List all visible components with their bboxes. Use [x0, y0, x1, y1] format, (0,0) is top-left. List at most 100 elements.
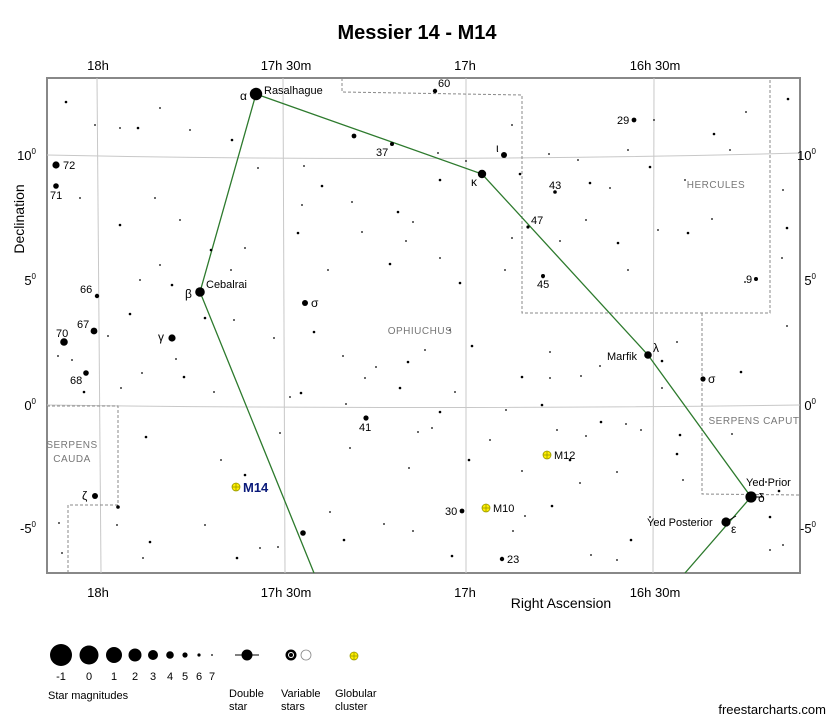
y-axis-label: Declination: [11, 184, 27, 253]
star: [179, 219, 181, 221]
star: [349, 447, 351, 449]
star: [312, 330, 316, 334]
star: [512, 530, 514, 532]
star: [364, 377, 366, 379]
star: [279, 432, 281, 434]
star: [511, 124, 513, 126]
star: [675, 452, 679, 456]
star: [549, 351, 551, 353]
star: [653, 119, 655, 121]
star: [141, 372, 143, 374]
legend-magnitude-7: [197, 653, 201, 657]
star: [661, 387, 663, 389]
legend-magnitude-2: [106, 647, 122, 663]
star: [244, 247, 246, 249]
legend-magnitude-1: [79, 645, 99, 665]
legend-variable-star-faint-icon: [300, 649, 312, 661]
plot-area: Rasalhague α Cebalrai β Marfik λ Yed Prior δ Yed…: [46, 77, 801, 574]
legend-magnitude-6: [182, 652, 188, 658]
legend-variable-stars-label: stars: [281, 701, 305, 713]
star-label-zeta: ζ: [82, 489, 88, 503]
star: [686, 231, 690, 235]
star: [116, 524, 118, 526]
star: [711, 218, 713, 220]
star: [450, 554, 454, 558]
star-n30: [459, 508, 465, 514]
star: [739, 370, 743, 374]
legend-magnitude-5: [166, 651, 174, 659]
star: [94, 124, 96, 126]
star: [682, 479, 684, 481]
legend-magnitude-label: 2: [132, 671, 138, 683]
cluster-m12-icon: [542, 450, 552, 460]
star: [320, 184, 324, 188]
star-label-alpha: α: [240, 89, 247, 103]
star: [540, 403, 544, 407]
star: [568, 458, 572, 462]
constellation-boundary: [47, 405, 119, 573]
named-stars: [52, 87, 764, 562]
grid-line: [47, 152, 800, 160]
star: [57, 355, 59, 357]
constellation-names: OPHIUCHUS HERCULES SERPENS CAPUT SERPENS CAU…: [46, 180, 799, 465]
star: [580, 375, 582, 377]
star: [406, 360, 410, 364]
star: [649, 516, 651, 518]
star-labels: Rasalhague α Cebalrai β Marfik λ Yed Prior δ Yed…: [50, 78, 791, 566]
cluster-m10-icon: [481, 503, 491, 513]
star: [327, 269, 329, 271]
background-stars: [57, 97, 790, 561]
legend-magnitude-label: 0: [86, 671, 92, 683]
star-n70: [60, 338, 68, 346]
constellation-boundary: [341, 78, 771, 314]
star-label-n68: 68: [70, 375, 82, 387]
legend-globular-cluster-label: cluster: [335, 701, 368, 713]
star: [396, 210, 400, 214]
star-label-n30: 30: [445, 506, 457, 518]
star: [556, 429, 558, 431]
star: [585, 219, 587, 221]
legend-magnitudes-title: Star magnitudes: [48, 690, 129, 702]
grid-line: [282, 78, 286, 573]
double-star-mark: [725, 515, 737, 523]
star: [524, 515, 526, 517]
star: [159, 107, 161, 109]
star: [388, 262, 392, 266]
star-n23: [499, 556, 505, 562]
star-marfik: [644, 351, 652, 359]
star: [118, 223, 122, 227]
star: [438, 410, 442, 414]
star: [220, 459, 222, 461]
star-label-sigma-oph: σ: [311, 296, 319, 310]
star: [449, 329, 451, 331]
plot-frame: [46, 77, 801, 574]
star-zeta: [92, 493, 98, 499]
star: [209, 248, 213, 252]
constellation-name-serpens-caput: SERPENS CAPUT: [709, 416, 800, 427]
star-n68: [83, 370, 89, 376]
star-n37b: [351, 133, 357, 139]
star: [616, 241, 620, 245]
constellation-name-hercules: HERCULES: [687, 180, 745, 191]
star: [454, 391, 456, 393]
star: [189, 129, 191, 131]
star-n41: [363, 415, 369, 421]
star: [342, 538, 346, 542]
star: [204, 524, 206, 526]
star: [424, 349, 426, 351]
axes: 18h 18h 17h 30m 17h 30m 17h 17h 16h 30m 16h 30m…: [11, 58, 817, 611]
star: [277, 546, 279, 548]
y-tick-label-right: 50: [804, 272, 816, 288]
star: [345, 403, 347, 405]
star-label-gamma: γ: [158, 330, 164, 344]
star: [599, 365, 601, 367]
star: [729, 149, 731, 151]
x-tick-label-bottom: 17h: [454, 585, 476, 600]
star: [136, 126, 140, 130]
star-label-n71: 71: [50, 190, 62, 202]
star: [296, 231, 300, 235]
star: [627, 269, 629, 271]
star-label-iota: ι: [496, 141, 499, 155]
dso-label-m10: M10: [493, 503, 514, 515]
